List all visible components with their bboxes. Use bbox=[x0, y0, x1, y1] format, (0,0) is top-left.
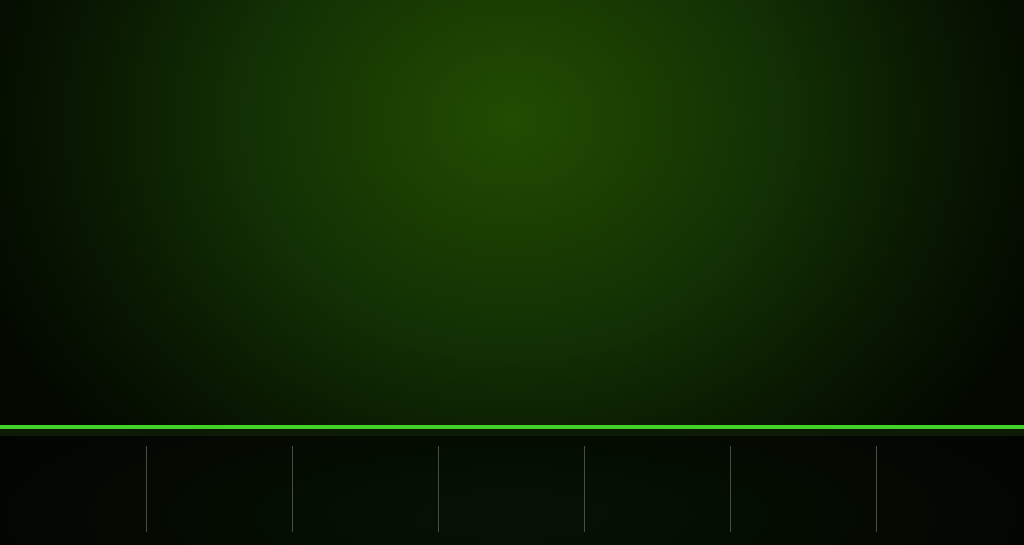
bottom-bar-slot-4[interactable] bbox=[439, 436, 585, 545]
bottom-bar bbox=[0, 436, 1024, 545]
bottom-bar-divider bbox=[584, 446, 585, 532]
hero-background bbox=[0, 0, 1024, 425]
bottom-bar-divider bbox=[292, 446, 293, 532]
bottom-bar-divider bbox=[146, 446, 147, 532]
bottom-bar-divider bbox=[438, 446, 439, 532]
bottom-bar-slot-2[interactable] bbox=[147, 436, 293, 545]
bottom-bar-slot-7[interactable] bbox=[877, 436, 1023, 545]
accent-line-shadow bbox=[0, 429, 1024, 436]
bottom-bar-slot-1[interactable] bbox=[0, 436, 146, 545]
bottom-bar-slots bbox=[0, 436, 1024, 545]
bottom-bar-slot-6[interactable] bbox=[731, 436, 877, 545]
bottom-bar-divider bbox=[730, 446, 731, 532]
bottom-bar-slot-5[interactable] bbox=[585, 436, 731, 545]
accent-line bbox=[0, 425, 1024, 429]
bottom-bar-slot-3[interactable] bbox=[293, 436, 439, 545]
bottom-bar-divider bbox=[876, 446, 877, 532]
